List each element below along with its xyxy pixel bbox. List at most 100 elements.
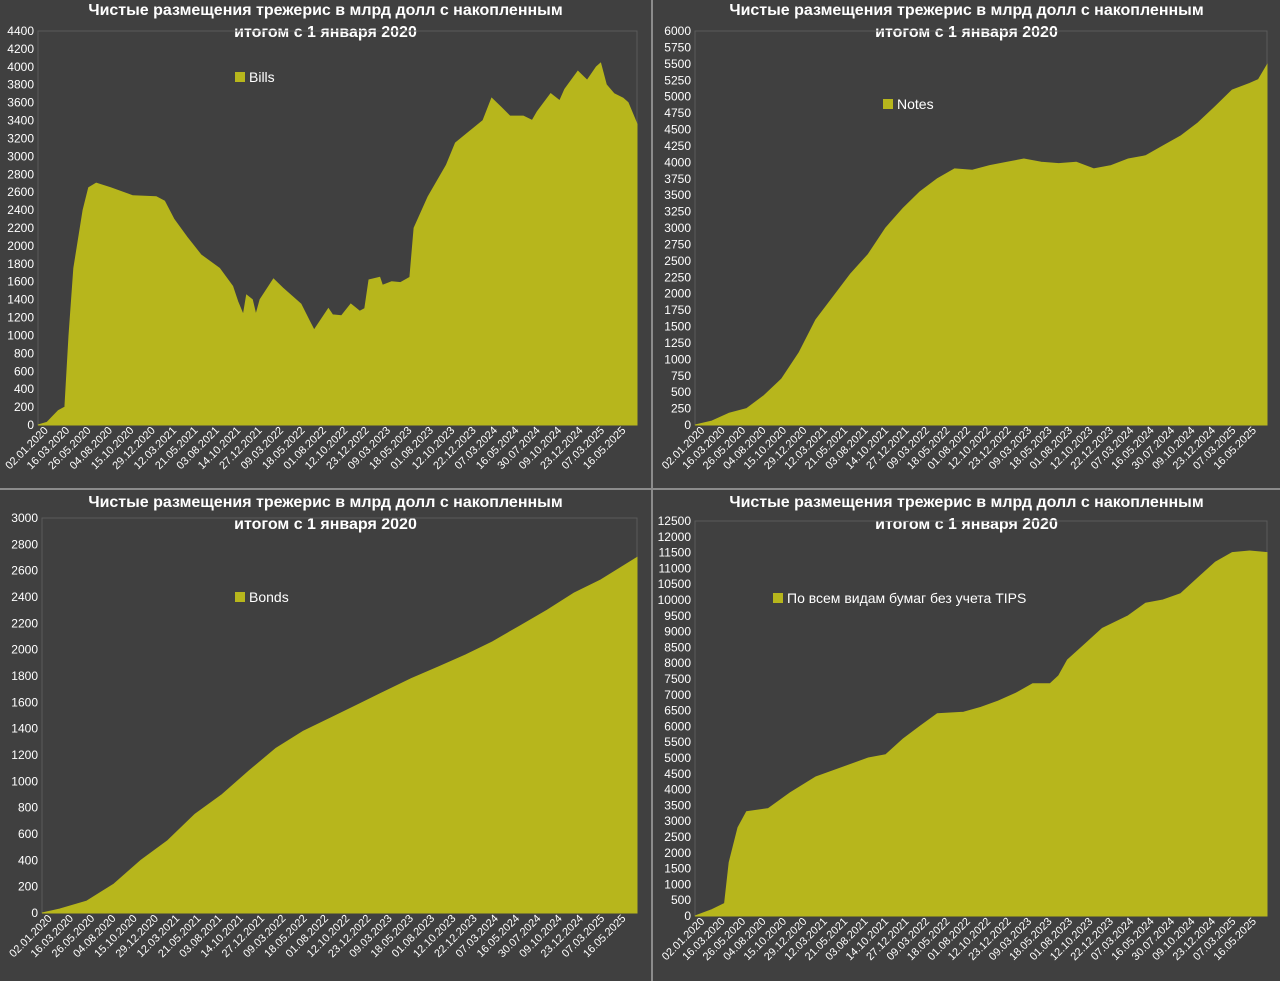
y-tick-label: 3200 [7,131,34,145]
y-tick-label: 3000 [664,221,691,235]
y-tick-label: 2600 [7,185,34,199]
y-tick-label: 1400 [11,722,38,736]
y-tick-label: 3800 [7,78,34,92]
y-tick-label: 9000 [664,625,691,639]
legend-label: По всем видам бумаг без учета TIPS [787,590,1027,606]
y-tick-label: 4750 [664,106,691,120]
y-tick-label: 1400 [7,293,34,307]
y-tick-label: 2000 [7,239,34,253]
y-tick-label: 9500 [664,609,691,623]
y-tick-label: 5250 [664,73,691,87]
legend: Notes [883,96,934,112]
y-tick-label: 2500 [664,830,691,844]
legend-swatch [773,593,783,603]
y-tick-label: 12500 [658,514,692,528]
y-tick-label: 3600 [7,96,34,110]
y-tick-label: 1250 [664,336,691,350]
y-tick-label: 5000 [664,90,691,104]
chart-title-line-1: Чистые размещения трежерис в млрд долл с… [88,494,563,511]
y-tick-label: 3000 [664,814,691,828]
y-tick-label: 2500 [664,254,691,268]
chart-panel-bills: Чистые размещения трежерис в млрд долл с… [0,0,651,488]
chart-panel-total: Чистые размещения трежерис в млрд долл с… [653,490,1280,981]
y-tick-label: 7500 [664,672,691,686]
y-tick-label: 5750 [664,40,691,54]
chart-svg-total: 0500100015002000250030003500400045005000… [658,514,1268,963]
series-area [694,550,1268,917]
chart-panel-bonds: Чистые размещения трежерис в млрд долл с… [0,490,651,981]
y-tick-label: 4200 [7,42,34,56]
chart-svg-bills: 0 200 400 600 800 1000 1200 1400 1600 1800 2000 220… [3,24,638,472]
y-tick-label: 4400 [7,24,34,38]
legend-label: Bills [249,69,275,85]
y-tick-label: 4500 [664,123,691,137]
y-tick-label: 0 [31,906,38,920]
legend-swatch [235,592,245,602]
y-tick-label: 4500 [664,767,691,781]
y-tick-label: 500 [671,385,691,399]
y-tick-label: 600 [14,364,34,378]
y-tick-label: 250 [671,402,691,416]
y-tick-label: 2400 [7,203,34,217]
y-tick-label: 0 [684,909,691,923]
y-tick-label: 1500 [664,862,691,876]
y-tick-label: 4000 [664,783,691,797]
chart-svg-bonds: 0 200 400 600 800 1000 1200 1400 1600 1800 2000 220… [7,511,638,960]
y-tick-label: 3000 [11,511,38,525]
chart-title-line-1: Чистые размещения трежерис в млрд долл с… [729,2,1204,19]
y-tick-label: 3400 [7,114,34,128]
y-tick-label: 2800 [7,167,34,181]
y-tick-label: 400 [14,382,34,396]
y-tick-label: 600 [18,827,38,841]
y-tick-label: 1200 [7,311,34,325]
y-tick-label: 800 [18,801,38,815]
y-tick-label: 5000 [664,751,691,765]
y-tick-label: 3500 [664,188,691,202]
y-tick-label: 2400 [11,590,38,604]
y-tick-label: 1000 [11,774,38,788]
y-tick-label: 1200 [11,748,38,762]
y-tick-label: 200 [18,880,38,894]
y-tick-label: 12000 [658,530,692,544]
y-tick-label: 1750 [664,303,691,317]
chart-title-line-2: итогом с 1 января 2020 [234,516,417,533]
y-tick-label: 6000 [664,719,691,733]
y-tick-label: 1600 [11,695,38,709]
y-tick-label: 4000 [664,155,691,169]
chart-panel-notes: Чистые размещения трежерис в млрд долл с… [653,0,1280,488]
y-tick-label: 3000 [7,149,34,163]
y-tick-label: 2600 [11,564,38,578]
y-tick-label: 1000 [664,352,691,366]
y-tick-label: 1000 [664,877,691,891]
y-tick-label: 10000 [658,593,692,607]
y-tick-label: 1600 [7,275,34,289]
y-tick-label: 5500 [664,57,691,71]
y-tick-label: 1500 [664,320,691,334]
legend-swatch [883,99,893,109]
series-area [694,63,1268,426]
series-area [37,62,638,426]
y-tick-label: 3500 [664,798,691,812]
y-tick-label: 6500 [664,704,691,718]
chart-title-line-2: итогом с 1 января 2020 [234,24,417,41]
y-tick-label: 3250 [664,205,691,219]
y-tick-label: 10500 [658,577,692,591]
y-tick-label: 2000 [11,643,38,657]
chart-svg-notes: 0 250 500 750 1000 1250 1500 1750 2000 2250 2500 27… [660,24,1268,472]
y-tick-label: 4000 [7,60,34,74]
y-tick-label: 7000 [664,688,691,702]
y-tick-label: 8500 [664,640,691,654]
y-tick-label: 11500 [659,546,692,560]
y-tick-label: 5500 [664,735,691,749]
y-tick-label: 6000 [664,24,691,38]
y-tick-label: 1800 [7,257,34,271]
y-tick-label: 4250 [664,139,691,153]
y-tick-label: 1800 [11,669,38,683]
y-tick-label: 2200 [7,221,34,235]
legend-swatch [235,72,245,82]
y-tick-label: 500 [671,893,691,907]
y-tick-label: 750 [671,369,691,383]
chart-title-line-1: Чистые размещения трежерис в млрд долл с… [729,494,1204,511]
y-tick-label: 0 [27,418,34,432]
y-tick-label: 1000 [7,328,34,342]
